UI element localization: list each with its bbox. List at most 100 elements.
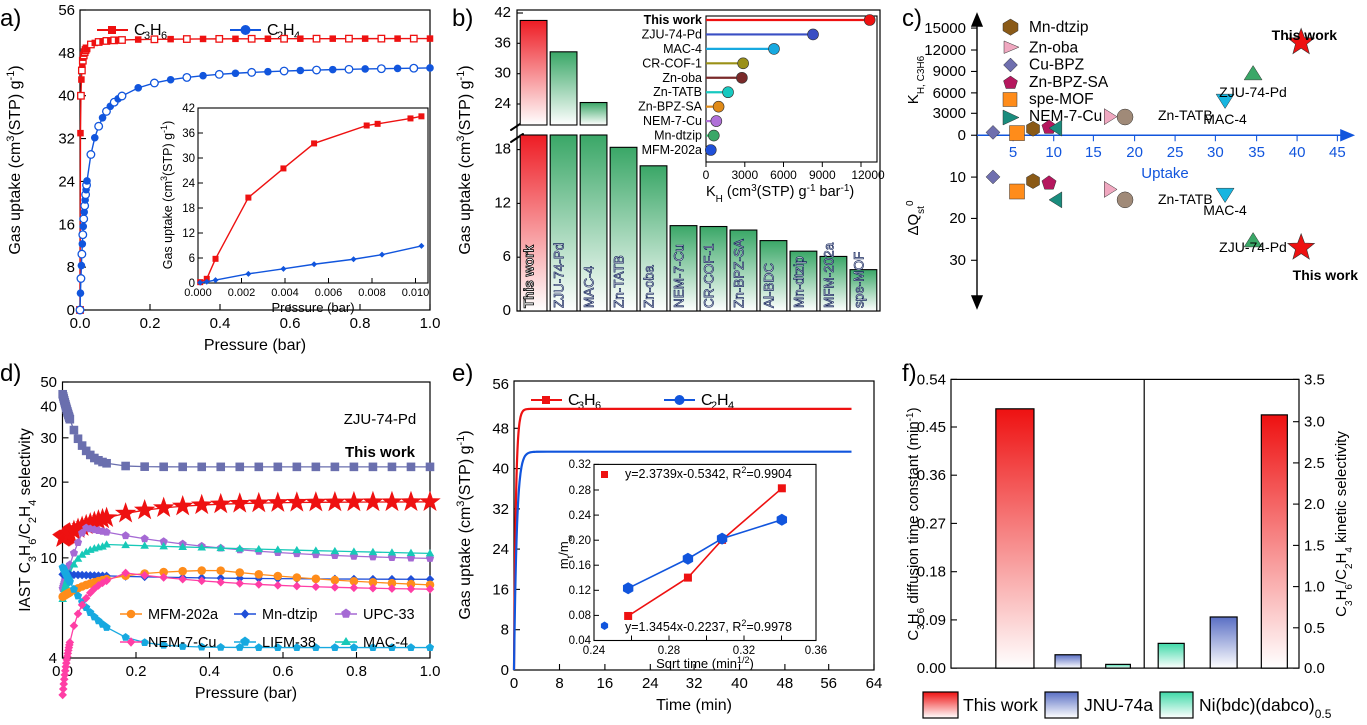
svg-text:0.6: 0.6 bbox=[273, 663, 294, 680]
svg-text:This work: This work bbox=[963, 695, 1038, 715]
svg-text:Zn-TATB: Zn-TATB bbox=[612, 255, 627, 308]
svg-text:MAC-4: MAC-4 bbox=[363, 635, 408, 651]
svg-text:9000: 9000 bbox=[809, 168, 836, 182]
svg-text:y=2.3739x-0.5342, R2=0.9904: y=2.3739x-0.5342, R2=0.9904 bbox=[625, 465, 792, 481]
svg-text:Gas uptake (cm3(STP) g-1): Gas uptake (cm3(STP) g-1) bbox=[5, 65, 24, 254]
svg-text:2.5: 2.5 bbox=[1304, 455, 1325, 472]
svg-text:Zn-BPZ-SA: Zn-BPZ-SA bbox=[732, 239, 747, 308]
svg-text:0.006: 0.006 bbox=[315, 287, 343, 299]
svg-text:c): c) bbox=[902, 5, 922, 32]
svg-text:6: 6 bbox=[161, 30, 167, 42]
svg-text:H: H bbox=[584, 392, 596, 409]
svg-text:10: 10 bbox=[40, 550, 57, 567]
svg-text:b): b) bbox=[452, 5, 473, 32]
svg-text:0.010: 0.010 bbox=[402, 287, 430, 299]
svg-text:0.0: 0.0 bbox=[1304, 660, 1325, 677]
svg-text:30: 30 bbox=[494, 65, 511, 82]
svg-text:15000: 15000 bbox=[924, 20, 966, 37]
svg-text:48: 48 bbox=[58, 45, 75, 62]
svg-text:30: 30 bbox=[949, 252, 966, 269]
svg-text:6: 6 bbox=[189, 253, 195, 265]
svg-text:Zn-TATB: Zn-TATB bbox=[653, 85, 702, 99]
svg-text:10: 10 bbox=[949, 169, 966, 186]
svg-text:32: 32 bbox=[686, 675, 703, 692]
svg-text:This work: This work bbox=[522, 244, 537, 308]
svg-text:0: 0 bbox=[510, 675, 518, 692]
svg-text:0.12: 0.12 bbox=[569, 585, 591, 597]
svg-text:f): f) bbox=[902, 360, 917, 387]
svg-text:0.2: 0.2 bbox=[126, 663, 147, 680]
svg-text:Cu-BPZ: Cu-BPZ bbox=[1029, 57, 1084, 74]
svg-text:ZJU-74-Pd: ZJU-74-Pd bbox=[642, 27, 702, 41]
svg-text:0.002: 0.002 bbox=[228, 287, 256, 299]
svg-text:2.0: 2.0 bbox=[1304, 496, 1325, 513]
svg-text:12000: 12000 bbox=[924, 42, 966, 59]
svg-text:Mn-dtzip: Mn-dtzip bbox=[262, 607, 318, 623]
svg-text:18: 18 bbox=[494, 141, 511, 158]
svg-text:12000: 12000 bbox=[851, 168, 885, 182]
svg-text:30: 30 bbox=[1207, 144, 1224, 161]
svg-text:Zn-oba: Zn-oba bbox=[642, 265, 657, 308]
svg-text:0.8: 0.8 bbox=[346, 663, 367, 680]
svg-text:24: 24 bbox=[642, 675, 659, 692]
svg-text:16: 16 bbox=[597, 675, 614, 692]
svg-text:Mn-dtzip: Mn-dtzip bbox=[654, 129, 702, 143]
svg-text:0.4: 0.4 bbox=[210, 315, 231, 332]
svg-text:LIFM-38: LIFM-38 bbox=[262, 635, 316, 651]
svg-text:0.24: 0.24 bbox=[569, 510, 592, 522]
svg-text:3.5: 3.5 bbox=[1304, 371, 1325, 388]
svg-text:H: H bbox=[717, 392, 729, 409]
svg-text:40: 40 bbox=[1289, 144, 1306, 161]
svg-text:0.16: 0.16 bbox=[569, 560, 591, 572]
svg-text:20: 20 bbox=[1126, 144, 1143, 161]
svg-text:16: 16 bbox=[492, 581, 509, 598]
svg-text:0.2: 0.2 bbox=[140, 315, 161, 332]
svg-text:Zn-TATB: Zn-TATB bbox=[1158, 107, 1213, 123]
svg-text:20: 20 bbox=[40, 474, 57, 491]
svg-text:5: 5 bbox=[1009, 144, 1017, 161]
svg-text:6000: 6000 bbox=[770, 168, 797, 182]
svg-text:NEM-7-Cu: NEM-7-Cu bbox=[643, 114, 702, 128]
svg-text:spe-MOF: spe-MOF bbox=[1029, 91, 1094, 108]
svg-text:0.28: 0.28 bbox=[569, 485, 591, 497]
svg-text:y=1.3454x-0.2237, R2=0.9978: y=1.3454x-0.2237, R2=0.9978 bbox=[625, 618, 792, 634]
svg-text:ZJU-74-Pd: ZJU-74-Pd bbox=[1219, 84, 1287, 100]
svg-text:Zn-oba: Zn-oba bbox=[1029, 40, 1078, 57]
svg-text:0: 0 bbox=[958, 127, 966, 144]
svg-text:0: 0 bbox=[703, 168, 710, 182]
svg-text:NEM-7-Cu: NEM-7-Cu bbox=[1029, 108, 1102, 125]
svg-text:This work: This work bbox=[1272, 27, 1338, 43]
svg-text:56: 56 bbox=[492, 376, 509, 393]
svg-text:Mn-dtzip: Mn-dtzip bbox=[1029, 19, 1088, 36]
svg-text:e): e) bbox=[452, 360, 473, 387]
svg-text:CR-COF-1: CR-COF-1 bbox=[702, 244, 717, 309]
svg-text:Mn-dtzip: Mn-dtzip bbox=[791, 256, 806, 308]
svg-text:Pressure (bar): Pressure (bar) bbox=[271, 300, 354, 315]
svg-text:50: 50 bbox=[40, 374, 57, 391]
svg-text:48: 48 bbox=[492, 420, 509, 437]
svg-text:3000: 3000 bbox=[933, 105, 966, 122]
svg-text:0.004: 0.004 bbox=[271, 287, 299, 299]
svg-text:ZJU-74-Pd: ZJU-74-Pd bbox=[552, 243, 567, 308]
svg-text:24: 24 bbox=[182, 178, 195, 190]
svg-text:Uptake: Uptake bbox=[1141, 165, 1189, 182]
svg-text:8: 8 bbox=[555, 675, 563, 692]
svg-text:0.6: 0.6 bbox=[280, 315, 301, 332]
svg-text:NEM-7-Cu: NEM-7-Cu bbox=[148, 635, 216, 651]
svg-text:Pressure (bar): Pressure (bar) bbox=[195, 685, 297, 702]
svg-text:18: 18 bbox=[182, 203, 195, 215]
svg-text:0.54: 0.54 bbox=[917, 371, 946, 388]
svg-text:30: 30 bbox=[40, 430, 57, 447]
svg-text:36: 36 bbox=[182, 128, 195, 140]
svg-text:45: 45 bbox=[1329, 144, 1346, 161]
svg-text:0.008: 0.008 bbox=[358, 287, 386, 299]
svg-text:Time (min): Time (min) bbox=[656, 697, 732, 714]
svg-text:1.0: 1.0 bbox=[420, 315, 441, 332]
svg-text:1.5: 1.5 bbox=[1304, 537, 1325, 554]
svg-text:a): a) bbox=[0, 5, 21, 32]
svg-text:ZJU-74-Pd: ZJU-74-Pd bbox=[1219, 239, 1287, 255]
svg-text:0: 0 bbox=[501, 662, 509, 679]
svg-text:12: 12 bbox=[494, 194, 511, 211]
svg-text:36: 36 bbox=[494, 34, 511, 51]
svg-text:JNU-74a: JNU-74a bbox=[1084, 695, 1153, 715]
